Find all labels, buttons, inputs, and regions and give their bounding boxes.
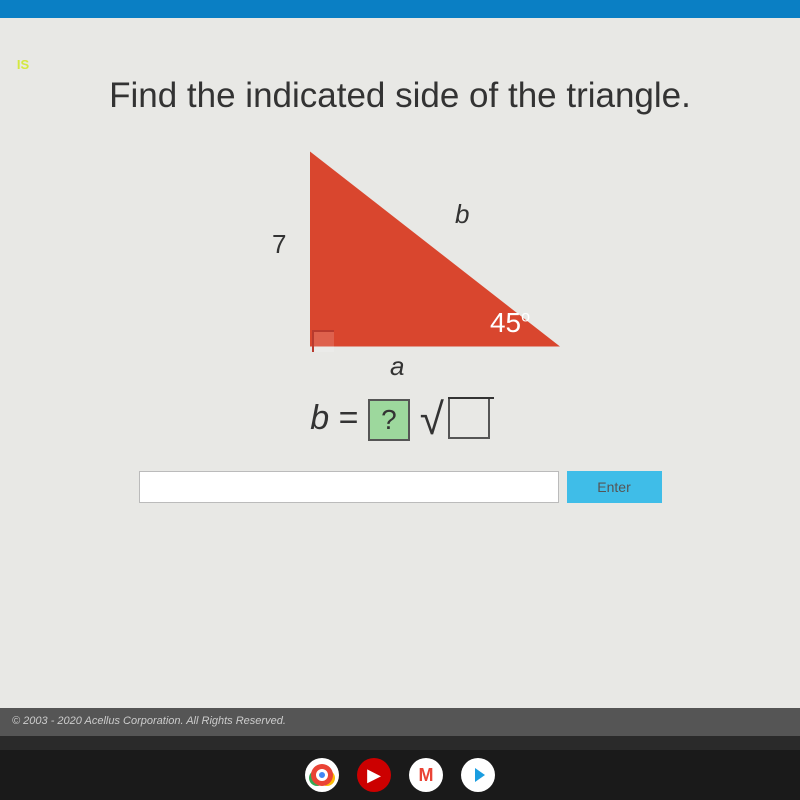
enter-button[interactable]: Enter — [567, 471, 662, 503]
chrome-inner-icon — [316, 769, 328, 781]
triangle-diagram: 7 b a 45o — [230, 139, 570, 374]
question-title: Find the indicated side of the triangle. — [0, 73, 800, 119]
side-base-label: a — [390, 351, 404, 382]
radical-sign: √ — [420, 395, 444, 445]
answer-input[interactable] — [139, 471, 559, 503]
equation-variable: b — [310, 399, 329, 437]
answer-equation: b = ? √ — [0, 399, 800, 441]
angle-label: 45o — [490, 307, 530, 339]
answer-radicand-box[interactable] — [448, 397, 490, 439]
youtube-icon[interactable]: ▶ — [357, 758, 391, 792]
answer-coefficient-box[interactable]: ? — [368, 399, 410, 441]
badge-text: IS — [17, 57, 29, 72]
side-hypotenuse-label: b — [455, 199, 469, 230]
right-angle-marker — [312, 330, 334, 352]
answer-input-row: Enter — [0, 471, 800, 503]
copyright-text: © 2003 - 2020 Acellus Corporation. All R… — [0, 708, 800, 736]
chrome-icon[interactable] — [305, 758, 339, 792]
question-content: Find the indicated side of the triangle.… — [0, 18, 800, 708]
media-player-icon[interactable] — [461, 758, 495, 792]
radical-wrapper: √ — [448, 399, 490, 441]
play-triangle-icon — [475, 768, 485, 782]
side-vertical-label: 7 — [272, 229, 286, 260]
radical-bar — [448, 397, 494, 399]
browser-tab-bar — [0, 0, 800, 18]
equation-equals: = — [329, 399, 368, 437]
gmail-icon[interactable]: M — [409, 758, 443, 792]
taskbar: ▶ M — [0, 750, 800, 800]
